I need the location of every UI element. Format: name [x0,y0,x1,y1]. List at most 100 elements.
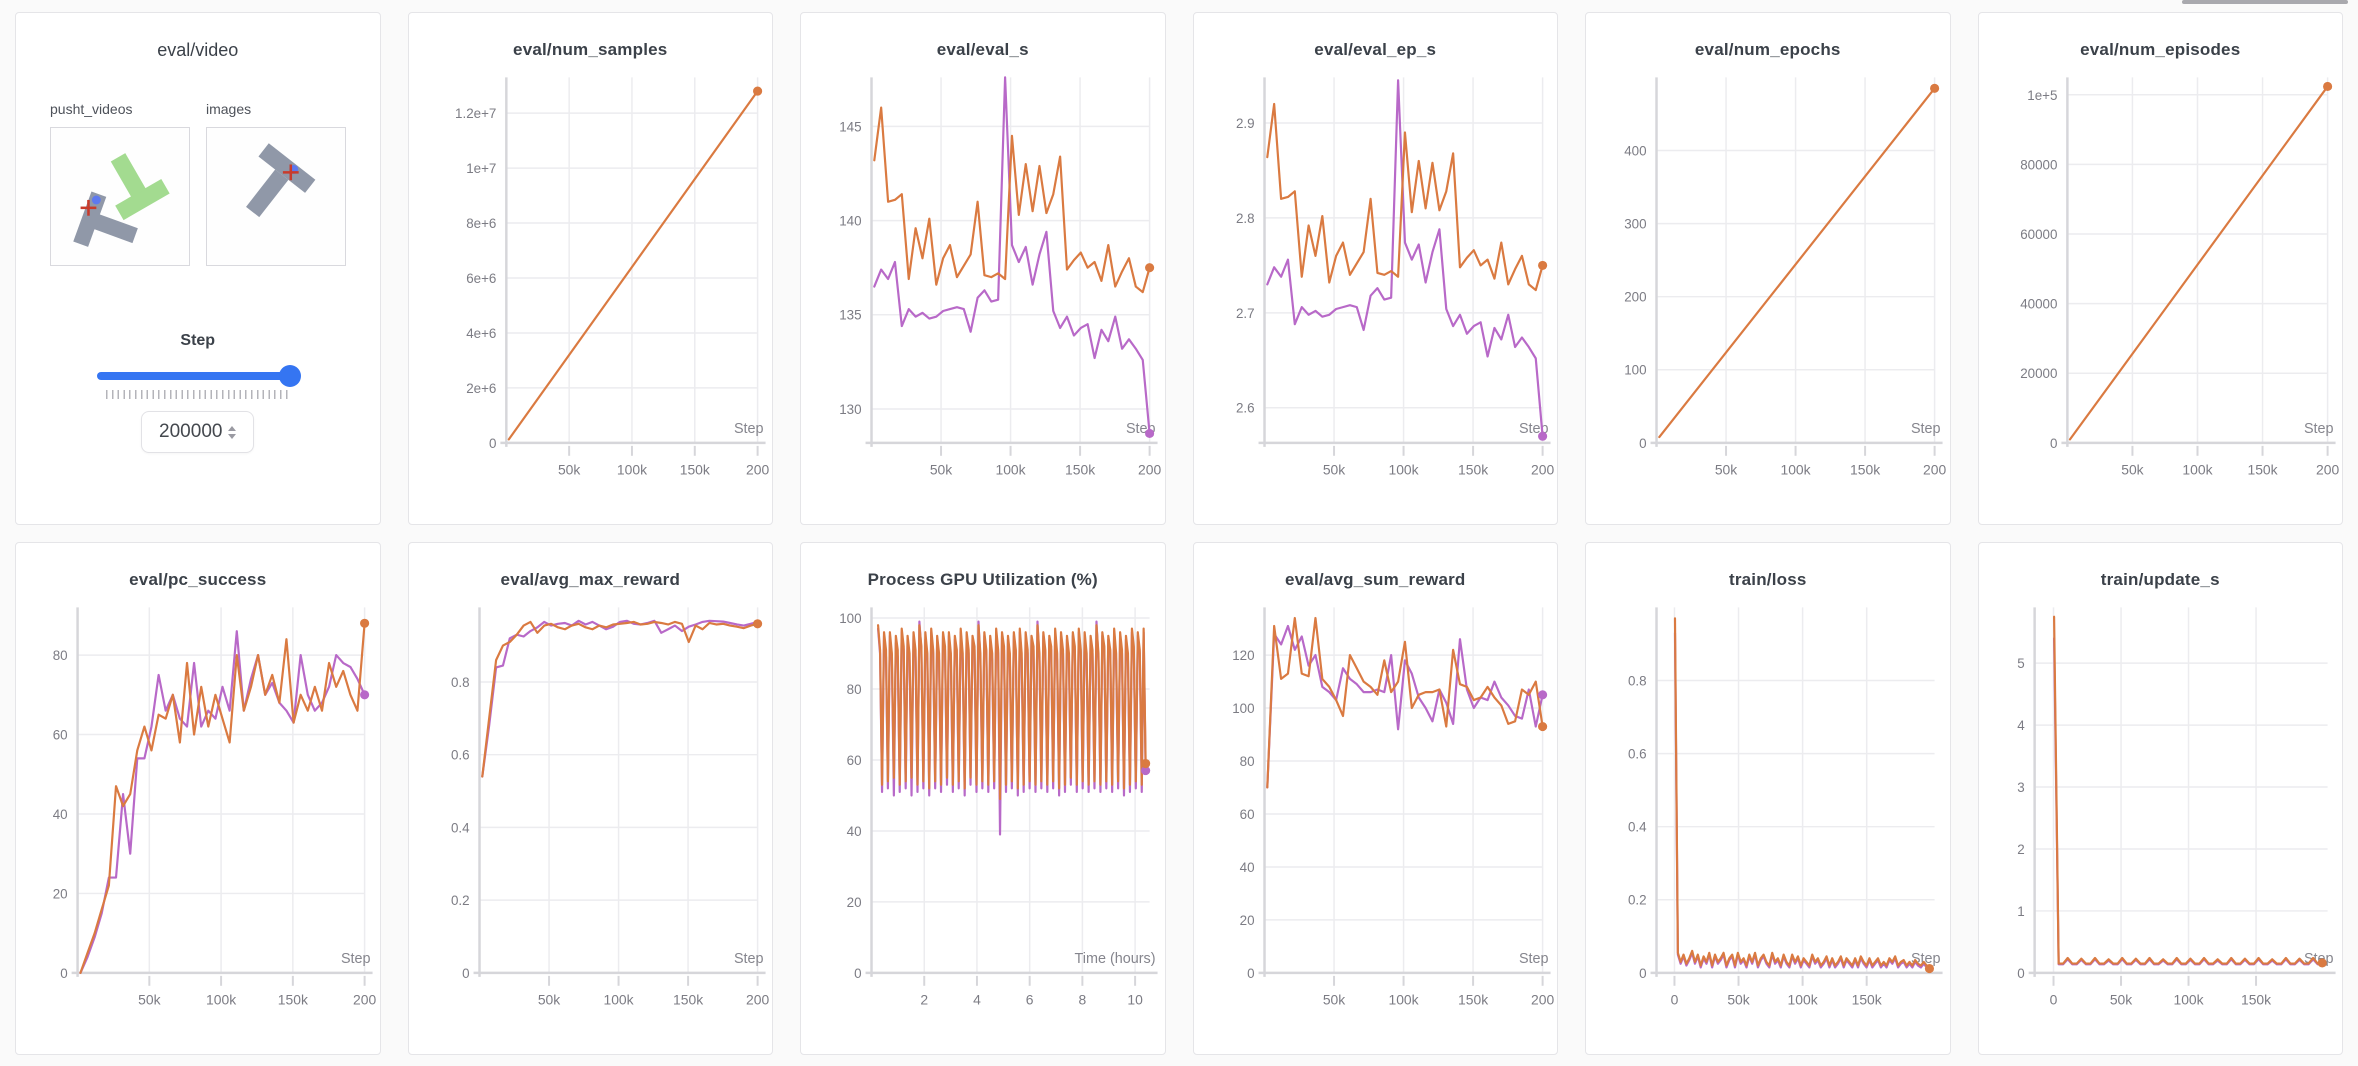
chart-title: eval/eval_ep_s [1314,40,1437,59]
chart-title: Process GPU Utilization (%) [867,570,1098,589]
chart-eval-avg-max-reward[interactable]: 0 0.2 0.4 0.6 0.8 50k 100k 150k 200 Step [409,596,773,1026]
series-run-orange [876,624,1147,801]
step-down-icon[interactable] [228,433,237,439]
end-dot-run-orange [1145,263,1155,273]
svg-text:100k: 100k [995,462,1025,478]
svg-text:150k: 150k [1852,992,1882,1008]
svg-text:120: 120 [1232,648,1254,663]
end-dot-run-orange [1537,260,1547,270]
x-axis-label: Step [1518,951,1548,967]
step-value-input[interactable]: 200000 [141,411,255,453]
chart-eval-pc-success[interactable]: 0 20 40 60 80 50k 100k 150k 200 Step [16,596,380,1026]
end-dot-run-purple [1145,428,1155,439]
svg-text:80000: 80000 [2020,157,2057,172]
svg-text:0: 0 [2050,436,2057,451]
goal-dot [91,195,101,205]
series-run-orange [2068,85,2329,441]
end-dot-run-orange [1537,722,1547,732]
svg-text:20: 20 [847,895,862,910]
svg-text:60000: 60000 [2020,227,2057,242]
chart-title: eval/pc_success [129,570,267,589]
svg-text:200: 200 [746,992,769,1008]
svg-text:130: 130 [839,402,861,417]
svg-text:40: 40 [847,824,862,839]
svg-text:8e+6: 8e+6 [466,216,496,231]
svg-text:200: 200 [2316,462,2339,478]
svg-text:0: 0 [462,966,469,981]
svg-text:200: 200 [1923,462,1946,478]
svg-text:3: 3 [2017,780,2024,795]
chart-process-gpu-utilization[interactable]: 0 20 40 60 80 100 2 4 6 8 10 Time (hours) [801,596,1165,1026]
svg-text:0: 0 [2017,966,2024,981]
svg-text:4: 4 [973,992,981,1008]
svg-text:60: 60 [847,753,862,768]
chart-title: eval/eval_s [936,40,1029,59]
image-thumb-label: images [206,101,252,117]
svg-text:6e+6: 6e+6 [466,271,496,286]
svg-text:100: 100 [839,611,861,626]
svg-text:2.6: 2.6 [1235,401,1254,416]
svg-text:50k: 50k [1322,992,1344,1008]
svg-text:50k: 50k [2109,992,2131,1008]
svg-text:2e+6: 2e+6 [466,381,496,396]
svg-text:140: 140 [839,214,861,229]
slider-thumb[interactable] [278,365,301,387]
end-dot-run-orange [1141,758,1151,769]
chart-eval-num-episodes[interactable]: 0 20000 40000 60000 80000 1e+5 50k 100k 150k 200 S… [1979,66,2343,496]
end-dot-run-orange [752,86,762,96]
pusht-video-preview [73,153,170,247]
series-run-orange [1265,102,1544,292]
svg-text:100k: 100k [2182,462,2212,478]
svg-text:400: 400 [1624,143,1646,158]
svg-text:100k: 100k [1388,992,1418,1008]
series-run-orange [480,620,759,778]
series-run-purple [1265,624,1544,789]
chart-panel-eval-eval-s: eval/eval_s 130 135 140 145 50k 100k 150k 200 St… [800,12,1166,525]
svg-text:2: 2 [2017,842,2024,857]
svg-text:1e+7: 1e+7 [466,161,496,176]
step-slider[interactable] [96,364,301,388]
step-up-icon[interactable] [228,425,237,431]
chart-title: eval/avg_max_reward [500,570,681,589]
svg-text:0: 0 [2049,992,2057,1008]
svg-text:80: 80 [53,648,68,663]
media-panel-title: eval/video [157,40,239,60]
images-thumbnail[interactable] [206,127,346,266]
svg-text:100: 100 [1232,701,1254,716]
svg-text:50k: 50k [1727,992,1749,1008]
svg-text:50k: 50k [537,992,559,1008]
svg-text:60: 60 [53,727,68,742]
slider-track[interactable] [96,372,299,380]
x-axis-label: Time (hours) [1075,951,1156,967]
horizontal-scrollbar[interactable] [2182,0,2348,4]
chart-eval-num-epochs[interactable]: 0 100 200 300 400 50k 100k 150k 200 Step [1586,66,1950,496]
svg-text:150k: 150k [1065,462,1095,478]
chart-panel-train-update-s: train/update_s 0 1 2 3 4 5 0 50k 100k 150k Step [1977,542,2343,1055]
step-value[interactable]: 200000 [159,421,223,442]
svg-text:0.8: 0.8 [450,675,469,690]
chart-title: train/loss [1728,570,1807,589]
end-dot-run-purple [1537,690,1547,700]
series-run-orange [873,106,1151,294]
svg-text:0.4: 0.4 [450,820,469,835]
chart-eval-num-samples[interactable]: 0 2e+6 4e+6 6e+6 8e+6 1e+7 1.2e+7 50k 100k 150k 20… [409,66,773,496]
step-slider-label: Step [180,332,216,349]
svg-text:8: 8 [1079,992,1087,1008]
stepper-buttons[interactable] [228,425,237,439]
pusht-video-thumbnail[interactable] [50,127,190,266]
series-run-orange [1673,617,1931,970]
svg-text:0: 0 [1639,966,1646,981]
svg-text:150k: 150k [2240,992,2270,1008]
chart-panel-eval-avg-sum-reward: eval/avg_sum_reward 0 20 40 60 80 100 120 50k 10… [1192,542,1558,1055]
svg-text:0.8: 0.8 [1628,673,1647,688]
chart-eval-avg-sum-reward[interactable]: 0 20 40 60 80 100 120 50k 100k 150k 200 Step [1194,596,1558,1026]
end-dot-run-orange [1924,963,1935,974]
svg-text:150k: 150k [679,462,709,478]
series-run-purple [480,619,759,778]
slider-tick-ruler [105,390,290,399]
